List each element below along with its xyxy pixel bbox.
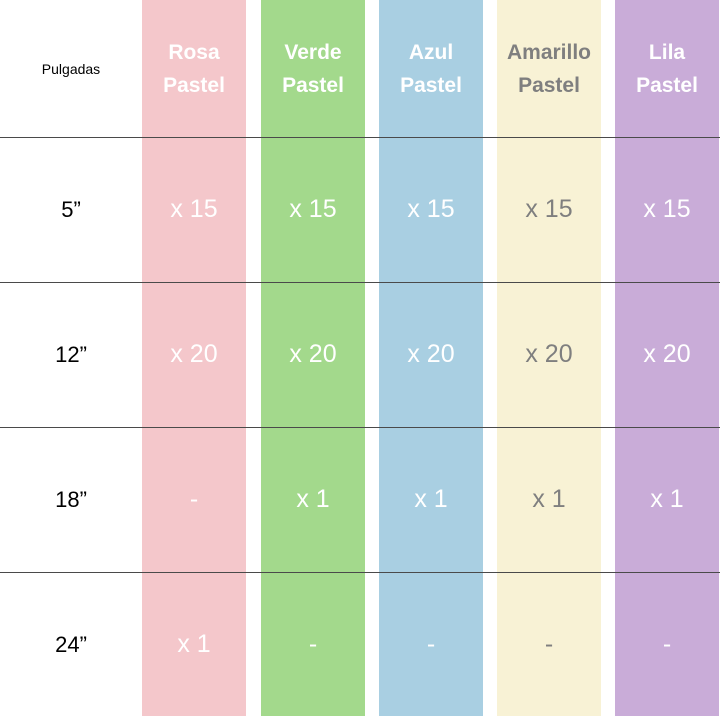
quantity-cell: x 20 xyxy=(289,340,337,368)
color-column-3 xyxy=(379,0,483,716)
column-header: Verde Pastel xyxy=(282,40,344,97)
color-column-1 xyxy=(142,0,246,716)
quantity-cell: - xyxy=(308,630,318,658)
size-label: 18” xyxy=(55,486,87,512)
quantity-cell: x 1 xyxy=(177,630,211,658)
size-label: 12” xyxy=(55,341,87,367)
quantity-cell: x 20 xyxy=(407,340,455,368)
size-label: 5” xyxy=(61,196,81,222)
quantity-cell: x 15 xyxy=(407,195,455,223)
quantity-cell: - xyxy=(662,630,672,658)
corner-label: Pulgadas xyxy=(41,60,101,77)
quantity-cell: - xyxy=(189,485,199,513)
column-header: Lila Pastel xyxy=(636,40,698,97)
quantity-cell: x 1 xyxy=(296,485,330,513)
color-column-4 xyxy=(497,0,601,716)
quantity-cell: x 20 xyxy=(170,340,218,368)
quantity-cell: x 1 xyxy=(532,485,566,513)
row-divider xyxy=(0,137,720,138)
size-label: 24” xyxy=(55,631,87,657)
quantity-cell: x 15 xyxy=(525,195,573,223)
quantity-cell: x 1 xyxy=(650,485,684,513)
color-column-5 xyxy=(615,0,719,716)
column-header: Amarillo Pastel xyxy=(506,40,592,97)
quantity-cell: x 15 xyxy=(170,195,218,223)
row-divider xyxy=(0,282,720,283)
quantity-cell: - xyxy=(544,630,554,658)
quantity-cell: x 20 xyxy=(525,340,573,368)
row-divider xyxy=(0,427,720,428)
row-divider xyxy=(0,572,720,573)
quantity-cell: x 15 xyxy=(289,195,337,223)
quantity-cell: x 1 xyxy=(414,485,448,513)
column-header: Azul Pastel xyxy=(400,40,462,97)
color-column-2 xyxy=(261,0,365,716)
quantity-cell: x 15 xyxy=(643,195,691,223)
column-header: Rosa Pastel xyxy=(163,40,225,97)
quantity-cell: - xyxy=(426,630,436,658)
quantity-cell: x 20 xyxy=(643,340,691,368)
